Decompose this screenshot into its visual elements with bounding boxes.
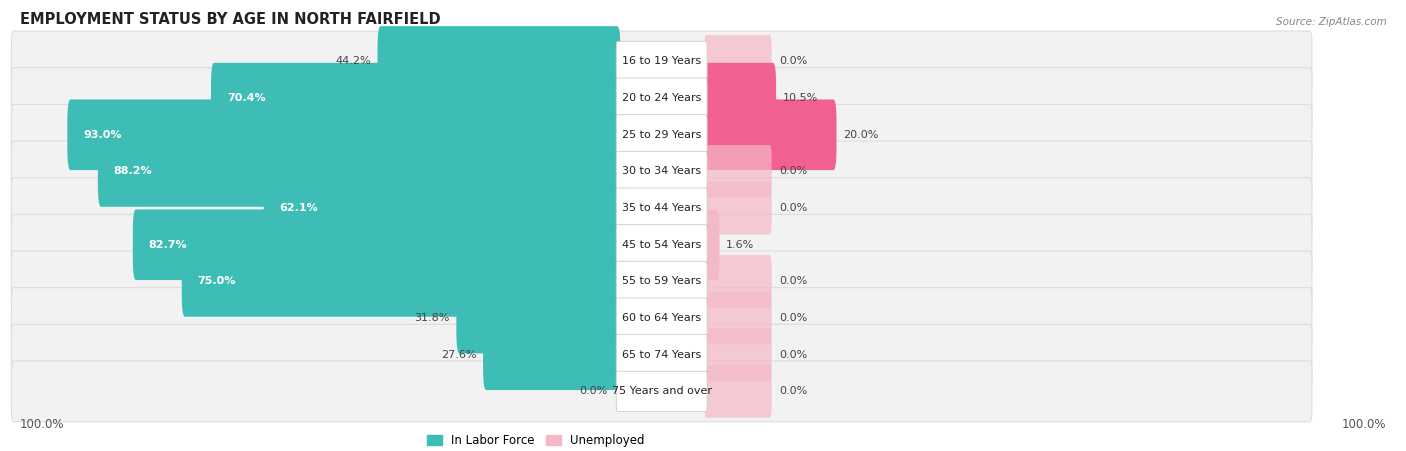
- FancyBboxPatch shape: [616, 78, 707, 118]
- FancyBboxPatch shape: [704, 255, 772, 308]
- Text: 82.7%: 82.7%: [149, 240, 187, 250]
- FancyBboxPatch shape: [704, 365, 772, 418]
- Text: 0.0%: 0.0%: [779, 276, 807, 286]
- FancyBboxPatch shape: [616, 188, 707, 228]
- Text: 0.0%: 0.0%: [779, 166, 807, 176]
- FancyBboxPatch shape: [704, 145, 772, 198]
- FancyBboxPatch shape: [67, 100, 620, 170]
- Text: 65 to 74 Years: 65 to 74 Years: [621, 350, 702, 360]
- FancyBboxPatch shape: [11, 31, 1312, 92]
- Text: 0.0%: 0.0%: [779, 350, 807, 360]
- FancyBboxPatch shape: [11, 104, 1312, 165]
- FancyBboxPatch shape: [616, 261, 707, 302]
- FancyBboxPatch shape: [704, 35, 772, 88]
- FancyBboxPatch shape: [11, 251, 1312, 312]
- FancyBboxPatch shape: [181, 246, 620, 317]
- Text: 0.0%: 0.0%: [779, 203, 807, 213]
- FancyBboxPatch shape: [484, 319, 620, 390]
- FancyBboxPatch shape: [616, 371, 707, 411]
- Text: 16 to 19 Years: 16 to 19 Years: [621, 56, 702, 66]
- Text: 0.0%: 0.0%: [579, 387, 607, 396]
- Text: 31.8%: 31.8%: [415, 313, 450, 323]
- Text: 35 to 44 Years: 35 to 44 Years: [621, 203, 702, 213]
- FancyBboxPatch shape: [616, 225, 707, 265]
- FancyBboxPatch shape: [11, 361, 1312, 422]
- FancyBboxPatch shape: [11, 214, 1312, 275]
- FancyBboxPatch shape: [703, 209, 720, 280]
- FancyBboxPatch shape: [11, 141, 1312, 202]
- Text: 0.0%: 0.0%: [779, 56, 807, 66]
- FancyBboxPatch shape: [704, 182, 772, 235]
- FancyBboxPatch shape: [264, 173, 620, 244]
- FancyBboxPatch shape: [616, 335, 707, 375]
- Text: 44.2%: 44.2%: [336, 56, 371, 66]
- Text: 93.0%: 93.0%: [83, 130, 122, 140]
- Text: 100.0%: 100.0%: [20, 419, 65, 432]
- Text: 88.2%: 88.2%: [114, 166, 152, 176]
- FancyBboxPatch shape: [98, 136, 620, 207]
- FancyBboxPatch shape: [703, 100, 837, 170]
- Text: 75 Years and over: 75 Years and over: [612, 387, 711, 396]
- Legend: In Labor Force, Unemployed: In Labor Force, Unemployed: [427, 434, 644, 447]
- FancyBboxPatch shape: [378, 26, 620, 97]
- Text: 1.6%: 1.6%: [725, 240, 754, 250]
- Text: 60 to 64 Years: 60 to 64 Years: [621, 313, 702, 323]
- FancyBboxPatch shape: [704, 292, 772, 345]
- FancyBboxPatch shape: [616, 41, 707, 82]
- FancyBboxPatch shape: [616, 298, 707, 338]
- Text: 100.0%: 100.0%: [1341, 419, 1386, 432]
- FancyBboxPatch shape: [616, 152, 707, 192]
- FancyBboxPatch shape: [211, 63, 620, 133]
- Text: 0.0%: 0.0%: [779, 313, 807, 323]
- FancyBboxPatch shape: [704, 328, 772, 381]
- Text: 10.5%: 10.5%: [783, 93, 818, 103]
- Text: 62.1%: 62.1%: [280, 203, 318, 213]
- Text: EMPLOYMENT STATUS BY AGE IN NORTH FAIRFIELD: EMPLOYMENT STATUS BY AGE IN NORTH FAIRFI…: [20, 12, 440, 27]
- FancyBboxPatch shape: [457, 283, 620, 354]
- Text: 75.0%: 75.0%: [198, 276, 236, 286]
- FancyBboxPatch shape: [11, 68, 1312, 129]
- Text: 30 to 34 Years: 30 to 34 Years: [621, 166, 702, 176]
- FancyBboxPatch shape: [703, 63, 776, 133]
- Text: 20 to 24 Years: 20 to 24 Years: [621, 93, 702, 103]
- FancyBboxPatch shape: [11, 288, 1312, 349]
- Text: 70.4%: 70.4%: [226, 93, 266, 103]
- FancyBboxPatch shape: [616, 115, 707, 155]
- Text: 27.6%: 27.6%: [441, 350, 477, 360]
- Text: 25 to 29 Years: 25 to 29 Years: [621, 130, 702, 140]
- FancyBboxPatch shape: [11, 324, 1312, 385]
- Text: 55 to 59 Years: 55 to 59 Years: [621, 276, 702, 286]
- FancyBboxPatch shape: [132, 209, 620, 280]
- Text: 45 to 54 Years: 45 to 54 Years: [621, 240, 702, 250]
- Text: 20.0%: 20.0%: [842, 130, 879, 140]
- Text: Source: ZipAtlas.com: Source: ZipAtlas.com: [1275, 17, 1386, 27]
- FancyBboxPatch shape: [11, 178, 1312, 239]
- Text: 0.0%: 0.0%: [779, 387, 807, 396]
